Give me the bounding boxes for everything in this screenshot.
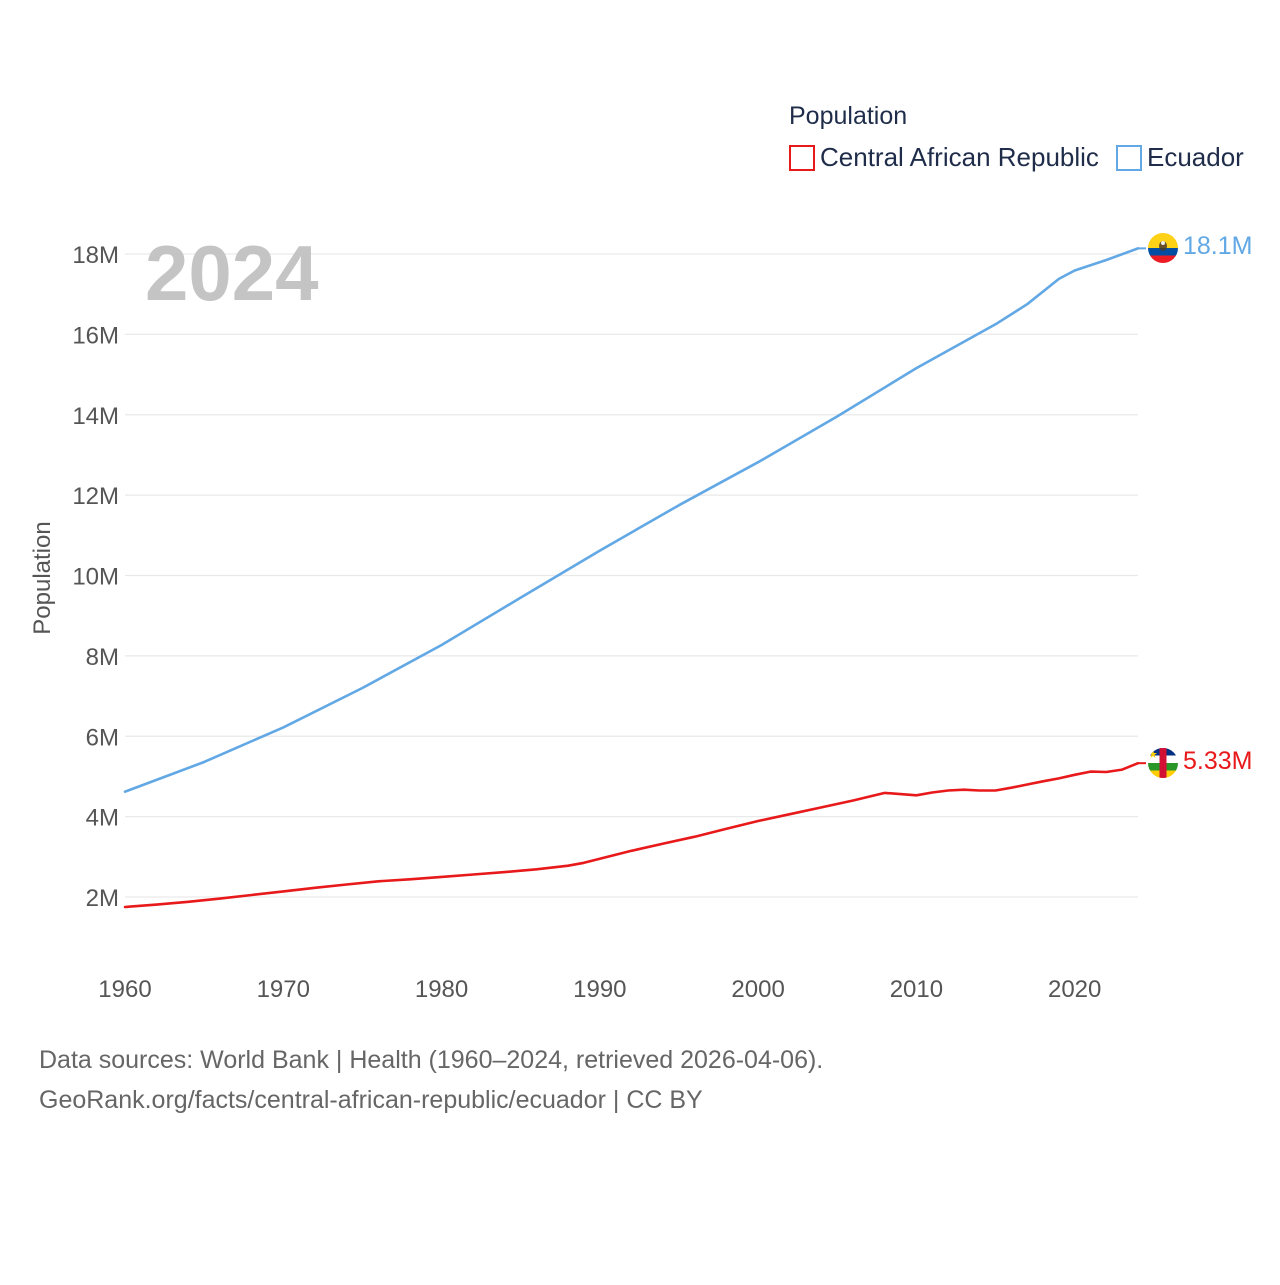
year-watermark: 2024 — [145, 229, 319, 317]
x-tick-label: 2010 — [890, 976, 943, 1003]
end-value-label-car: 5.33M — [1183, 747, 1252, 775]
series-line-central-african-republic[interactable] — [123, 761, 1140, 909]
ecuador-flag-icon — [1148, 233, 1178, 263]
series-line-ecuador[interactable] — [123, 247, 1140, 794]
legend-item-central-african-republic[interactable]: Central African Republic — [789, 142, 1099, 172]
data-source-line: Data sources: World Bank | Health (1960–… — [39, 1046, 823, 1074]
y-tick-label: 18M — [72, 242, 119, 269]
legend: Population Central African Republic Ecua… — [789, 102, 1244, 172]
y-axis-ticks: 2M 4M 6M 8M 10M 12M 14M 16M 18M — [72, 242, 119, 912]
x-tick-label: 1980 — [415, 976, 468, 1003]
x-tick-label: 2020 — [1048, 976, 1101, 1003]
y-tick-label: 12M — [72, 483, 119, 510]
y-tick-label: 14M — [72, 403, 119, 430]
y-tick-label: 8M — [86, 644, 119, 671]
grid-lines — [125, 253, 1138, 898]
legend-swatch-car — [789, 145, 815, 171]
y-tick-label: 10M — [72, 564, 119, 591]
legend-title: Population — [789, 102, 907, 130]
y-tick-label: 2M — [86, 885, 119, 912]
end-value-label-ecuador: 18.1M — [1183, 232, 1252, 260]
x-tick-label: 1970 — [257, 976, 310, 1003]
series-lines — [123, 247, 1146, 909]
x-tick-label: 1990 — [573, 976, 626, 1003]
legend-label-car: Central African Republic — [820, 142, 1099, 172]
central-african-republic-flag-icon — [1148, 748, 1178, 778]
legend-item-ecuador[interactable]: Ecuador — [1116, 142, 1244, 172]
legend-swatch-ecuador — [1116, 145, 1142, 171]
legend-label-ecuador: Ecuador — [1147, 142, 1244, 172]
x-tick-label: 2000 — [731, 976, 784, 1003]
y-tick-label: 16M — [72, 322, 119, 349]
source-url-line: GeoRank.org/facts/central-african-republ… — [39, 1086, 703, 1114]
x-axis-ticks: 1960 1970 1980 1990 2000 2010 2020 — [98, 976, 1101, 1003]
y-axis-label: Population — [29, 521, 56, 634]
y-tick-label: 6M — [86, 724, 119, 751]
x-tick-label: 1960 — [98, 976, 151, 1003]
y-tick-label: 4M — [86, 805, 119, 832]
